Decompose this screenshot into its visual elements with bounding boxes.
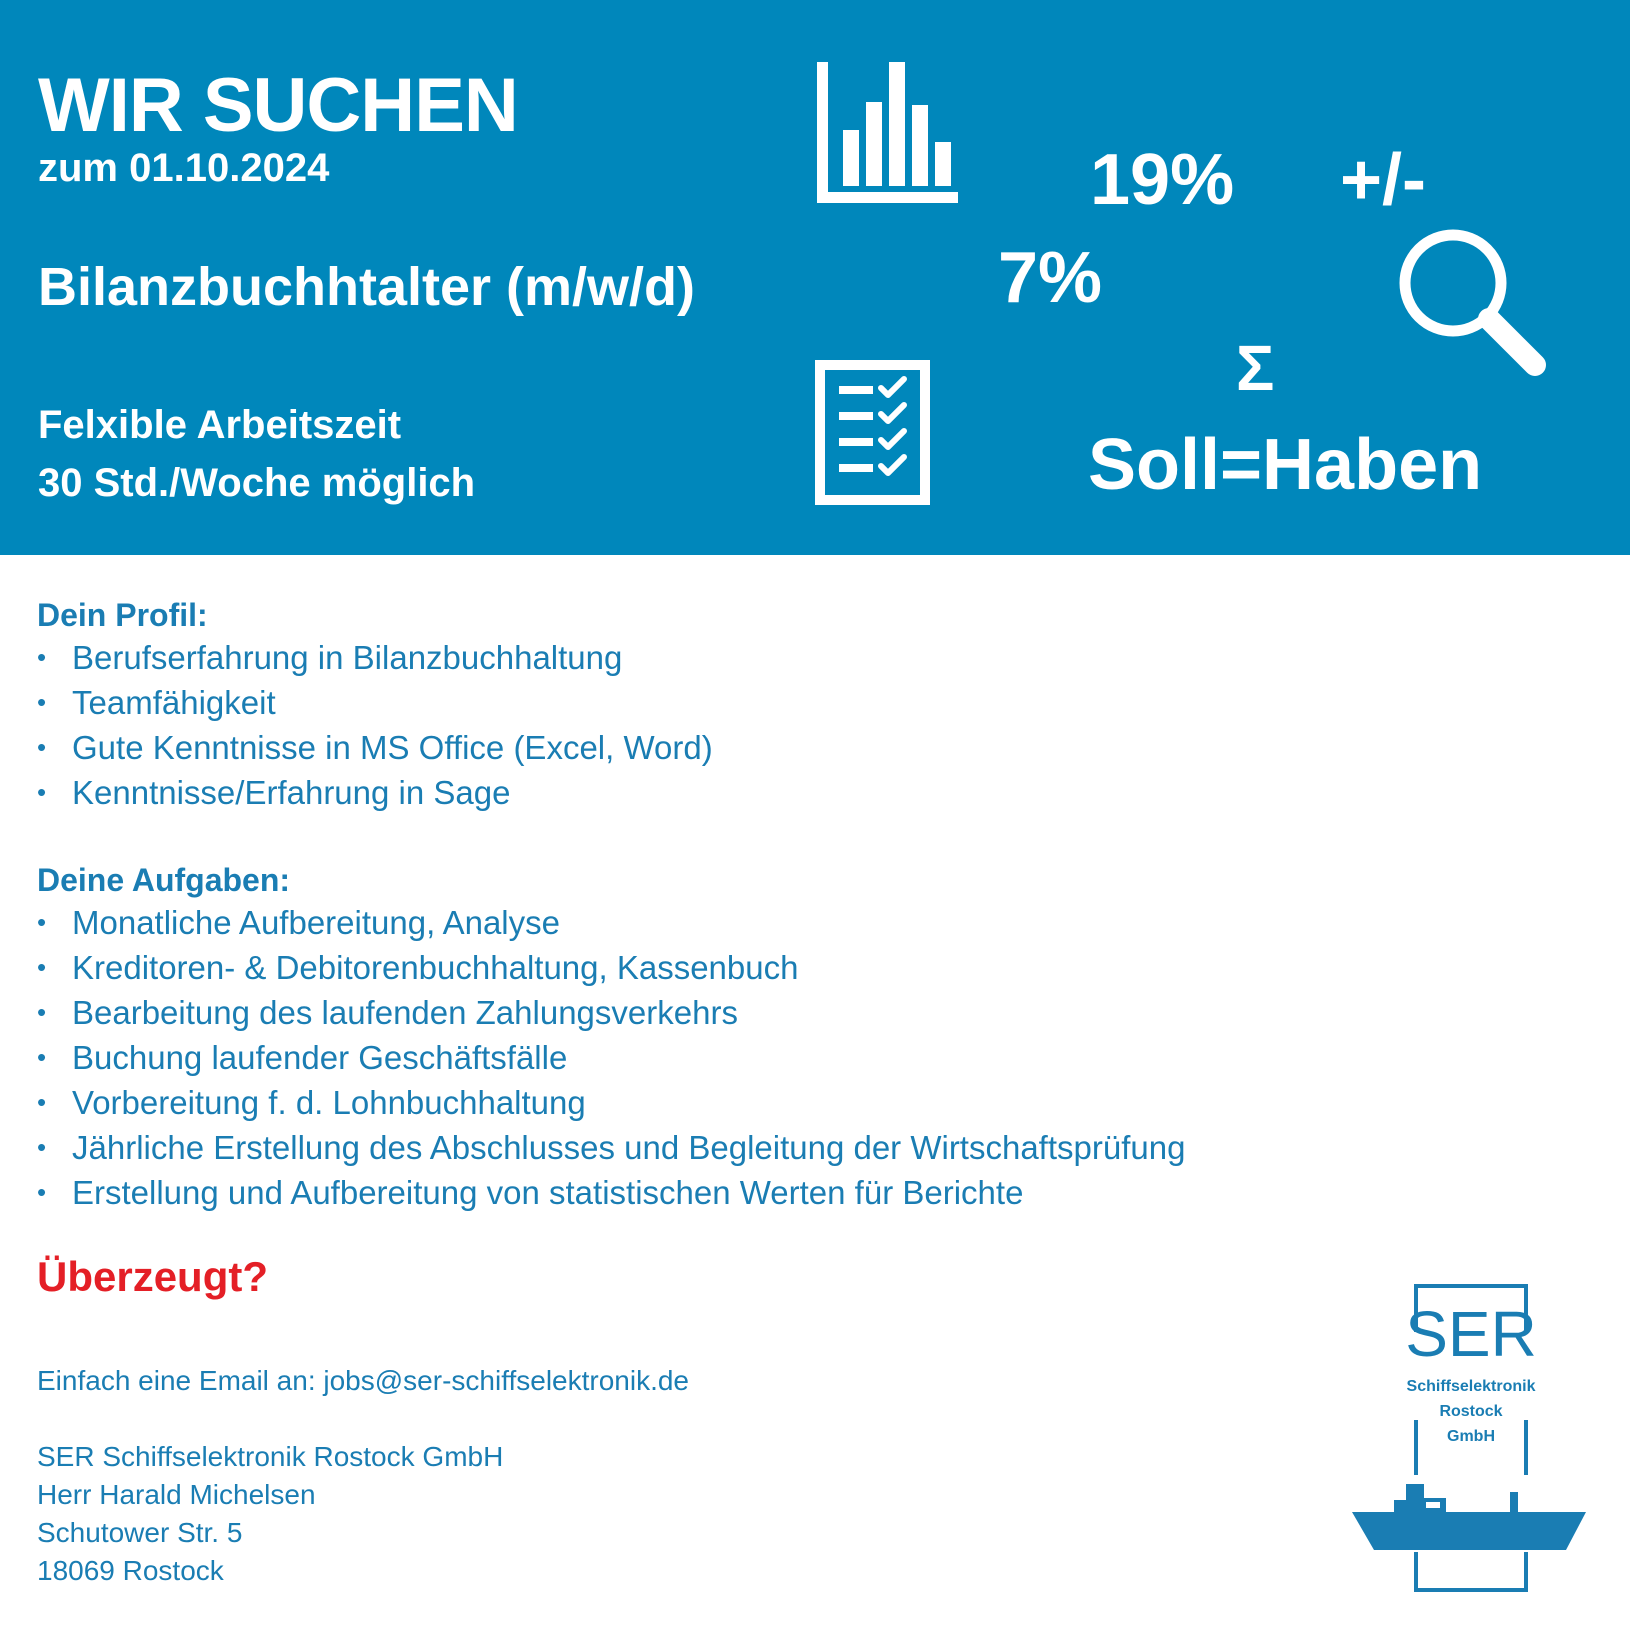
list-item: Buchung laufender Geschäftsfälle <box>37 1035 1357 1080</box>
checklist-icon <box>815 360 930 505</box>
logo-line-3: GmbH <box>1447 1428 1495 1445</box>
contact-person: Herr Harald Michelsen <box>37 1479 316 1510</box>
start-date: zum 01.10.2024 <box>38 146 330 190</box>
list-item: Jährliche Erstellung des Abschlusses und… <box>37 1125 1357 1170</box>
headline: WIR SUCHEN <box>38 63 519 148</box>
company-logo: SER Schiffselektronik Rostock GmbH <box>1352 1284 1586 1592</box>
street: Schutower Str. 5 <box>37 1517 243 1548</box>
logo-line-1: Schiffselektronik <box>1407 1378 1536 1395</box>
company-address: SER Schiffselektronik Rostock GmbH Herr … <box>37 1438 503 1590</box>
company-name: SER Schiffselektronik Rostock GmbH <box>37 1441 504 1472</box>
tasks-title: Deine Aufgaben: <box>37 862 291 898</box>
spacer <box>37 815 1357 860</box>
list-item: Vorbereitung f. d. Lohnbuchhaltung <box>37 1080 1357 1125</box>
header-banner: WIR SUCHEN zum 01.10.2024 Bilanzbuchhtal… <box>0 0 1630 555</box>
profile-list: Berufserfahrung in Bilanzbuchhaltung Tea… <box>37 635 1357 815</box>
vat-7-text: 7% <box>998 238 1103 318</box>
ship-icon <box>1352 1484 1586 1550</box>
list-item: Teamfähigkeit <box>37 680 1357 725</box>
list-item: Gute Kenntnisse in MS Office (Excel, Wor… <box>37 725 1357 770</box>
job-details: Dein Profil: Berufserfahrung in Bilanzbu… <box>37 595 1357 1215</box>
magnifier-icon <box>1399 229 1546 376</box>
plus-minus-text: +/- <box>1340 140 1427 220</box>
city: 18069 Rostock <box>37 1555 224 1586</box>
list-item: Kreditoren- & Debitorenbuchhaltung, Kass… <box>37 945 1357 990</box>
email-contact-line: Einfach eine Email an: jobs@ser-schiffse… <box>37 1365 689 1396</box>
tasks-list: Monatliche Aufbereitung, Analyse Kredito… <box>37 900 1357 1215</box>
feature-flexible-hours: Felxible Arbeitszeit <box>38 403 402 447</box>
sigma-text: Σ <box>1236 332 1275 404</box>
logo-line-2: Rostock <box>1439 1403 1502 1420</box>
list-item: Erstellung und Aufbereitung von statisti… <box>37 1170 1357 1215</box>
logo-brand: SER <box>1405 1298 1537 1370</box>
list-item: Kenntnisse/Erfahrung in Sage <box>37 770 1357 815</box>
bar-chart-icon <box>817 62 958 203</box>
list-item: Bearbeitung des laufenden Zahlungsverkeh… <box>37 990 1357 1035</box>
feature-weekly-hours: 30 Std./Woche möglich <box>38 461 476 505</box>
list-item: Berufserfahrung in Bilanzbuchhaltung <box>37 635 1357 680</box>
vat-19-text: 19% <box>1090 140 1235 220</box>
soll-haben-text: Soll=Haben <box>1088 425 1483 505</box>
cta-heading: Überzeugt? <box>37 1253 268 1300</box>
profile-title: Dein Profil: <box>37 597 208 633</box>
list-item: Monatliche Aufbereitung, Analyse <box>37 900 1357 945</box>
job-title: Bilanzbuchhtalter (m/w/d) <box>38 257 696 317</box>
